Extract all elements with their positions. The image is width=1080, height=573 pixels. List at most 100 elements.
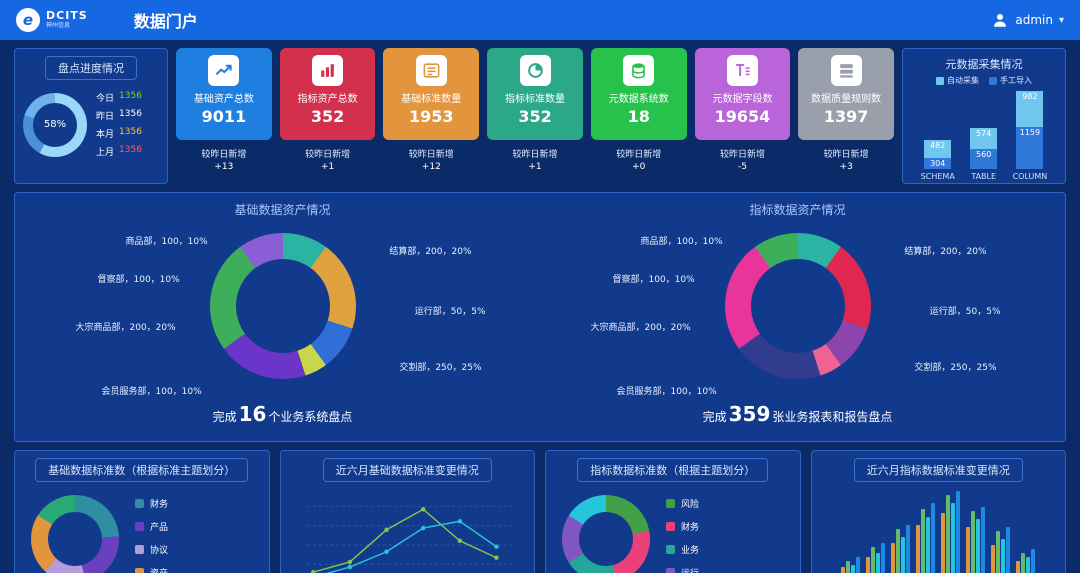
inventory-progress-donut-chart[interactable]: 58%: [23, 92, 87, 157]
kpi-delta-value: +13: [214, 162, 234, 172]
collect-stacked-bar-chart[interactable]: 482 304 SCHEMA 574 560 TABLE 982 1159 COLUMN: [903, 89, 1065, 181]
bottom-panel-2: 指标数据标准数（根据主题划分） 风险财务业务运行: [545, 450, 801, 573]
legend-item[interactable]: 财务: [135, 497, 168, 510]
stacked-bar[interactable]: 982 1159 COLUMN: [1013, 89, 1047, 181]
progress-stats-list: 今日 1356 昨日 1356 本月 1356 上月 1356: [96, 91, 142, 158]
legend-item[interactable]: 自动采集: [936, 75, 979, 86]
donut-hole: [579, 512, 633, 566]
bar: [941, 513, 946, 573]
bar: [871, 547, 876, 573]
stacked-bar[interactable]: 574 560 TABLE: [970, 89, 998, 181]
bar: [901, 537, 906, 573]
user-icon: [994, 14, 1007, 27]
manual-segment: 1159: [1016, 127, 1044, 169]
line-chart[interactable]: [289, 491, 527, 573]
bar: [906, 525, 911, 573]
bar: [866, 557, 871, 573]
metadata-collect-title: 元数据采集情况: [945, 58, 1023, 71]
legend-item[interactable]: 手工导入: [989, 75, 1032, 86]
asset-donut-chart[interactable]: [724, 233, 871, 379]
legend-item[interactable]: 运行: [666, 566, 699, 573]
database-icon: [623, 55, 655, 86]
auto-segment: 482: [924, 140, 952, 158]
bar: [1031, 549, 1036, 573]
kpi-value: 19654: [714, 107, 771, 126]
bar: [856, 557, 861, 573]
legend-swatch: [135, 499, 144, 508]
kpi-card-0[interactable]: 基础资产总数 9011: [176, 48, 272, 140]
dcits-logo-icon: e: [16, 8, 40, 32]
asset-segment-label: 运行部，50，5%: [929, 307, 1001, 317]
kpi-value: 18: [627, 107, 650, 126]
kpi-card-4[interactable]: 元数据系统数 18: [590, 48, 687, 140]
legend-item[interactable]: 财务: [666, 520, 699, 533]
summary-number: 359: [728, 402, 771, 426]
summary-prefix: 完成: [212, 410, 237, 424]
bottom-panel-title-0: 基础数据标准数（根据标准主题划分）: [35, 458, 249, 482]
kpi-delta-label: 较昨日新增: [616, 150, 662, 160]
bar: [1016, 561, 1021, 573]
bar: [931, 503, 936, 573]
legend-item[interactable]: 产品: [135, 520, 168, 533]
legend-swatch: [989, 76, 997, 85]
legend-swatch: [666, 499, 675, 508]
kpi-card-6[interactable]: 数据质量规则数 1397: [798, 48, 895, 140]
asset-segment-label: 会员服务部，100，10%: [101, 387, 202, 397]
legend-item[interactable]: 协议: [135, 543, 168, 556]
bar: [926, 517, 931, 573]
kpi-delta-value: +0: [632, 162, 646, 172]
line-chart-icon: [208, 55, 240, 86]
user-menu[interactable]: admin ▾: [991, 11, 1064, 29]
kpi-label: 指标资产总数: [297, 94, 358, 105]
manual-segment: 304: [924, 158, 952, 169]
list-icon: [415, 55, 447, 86]
kpi-card-2[interactable]: 基础标准数量 1953: [383, 48, 480, 140]
stat-value: 1356: [119, 145, 142, 155]
kpi-card-3[interactable]: 指标标准数量 352: [487, 48, 583, 140]
kpi-card-1[interactable]: 指标资产总数 352: [279, 48, 376, 140]
legend-item[interactable]: 风险: [666, 497, 699, 510]
kpi-card-row: 基础资产总数 9011 较昨日新增 +13 指标资产总数 352 较昨日新增 +1 基础标准数量…: [176, 48, 895, 184]
bar: [991, 545, 996, 573]
line-chart-body: [281, 485, 535, 573]
summary-number: 16: [238, 402, 267, 426]
bottom-panel-title-2: 指标数据标准数（根据主题划分）: [577, 458, 769, 482]
indicator-asset-donut-area: 商品部，100，10% 结算部，200，20% 督察部，100，10% 运行部，50，…: [583, 218, 1013, 402]
collect-legend: 自动采集 手工导入: [903, 75, 1065, 86]
asset-segment-label: 商品部，100，10%: [640, 237, 723, 247]
asset-segment-label: 结算部，200，20%: [904, 247, 987, 257]
bar: [996, 531, 1001, 573]
legend-label: 自动采集: [947, 76, 979, 85]
kpi-card-5[interactable]: 元数据字段数 19654: [694, 48, 791, 140]
standard-donut-chart[interactable]: [562, 495, 650, 573]
kpi-delta-label: 较昨日新增: [823, 150, 869, 160]
inventory-progress-panel: 盘点进度情况 58% 今日 1356 昨日 1356 本月 1356 上月 1356: [14, 48, 168, 184]
donut-hole: [48, 512, 102, 566]
kpi-delta-label: 较昨日新增: [305, 150, 351, 160]
legend-label: 财务: [681, 523, 700, 533]
stacked-bar[interactable]: 482 304 SCHEMA: [921, 89, 955, 181]
bottom-panel-1: 近六月基础数据标准变更情况: [279, 450, 535, 573]
donut-hole: [33, 102, 77, 147]
donut-hole: [750, 259, 845, 353]
kpi-delta-label: 较昨日新增: [719, 150, 765, 160]
manual-segment: 560: [970, 149, 998, 169]
bar-group: [991, 527, 1011, 573]
asset-segment-label: 结算部，200，20%: [389, 247, 472, 257]
legend-item[interactable]: 业务: [666, 543, 699, 556]
bar: [1001, 539, 1006, 573]
summary-prefix: 完成: [702, 410, 727, 424]
bar-chart-icon: [312, 55, 344, 86]
asset-donut-chart[interactable]: [209, 233, 356, 379]
stat-label: 上月: [96, 148, 115, 158]
progress-percent: 58%: [43, 119, 67, 130]
legend-item[interactable]: 资产: [135, 566, 168, 573]
standard-donut-chart[interactable]: [31, 495, 119, 573]
indicator-asset-summary: 完成 359 张业务报表和报告盘点: [703, 402, 893, 426]
bar: [1026, 557, 1031, 573]
grouped-bar-chart[interactable]: [812, 485, 1066, 573]
dcits-logo[interactable]: e DCITS 神州信息: [16, 8, 88, 32]
bar: [981, 507, 986, 573]
kpi-delta-value: +1: [320, 162, 335, 172]
basic-asset-donut-area: 商品部，100，10% 结算部，200，20% 督察部，100，10% 运行部，50，…: [68, 218, 498, 402]
